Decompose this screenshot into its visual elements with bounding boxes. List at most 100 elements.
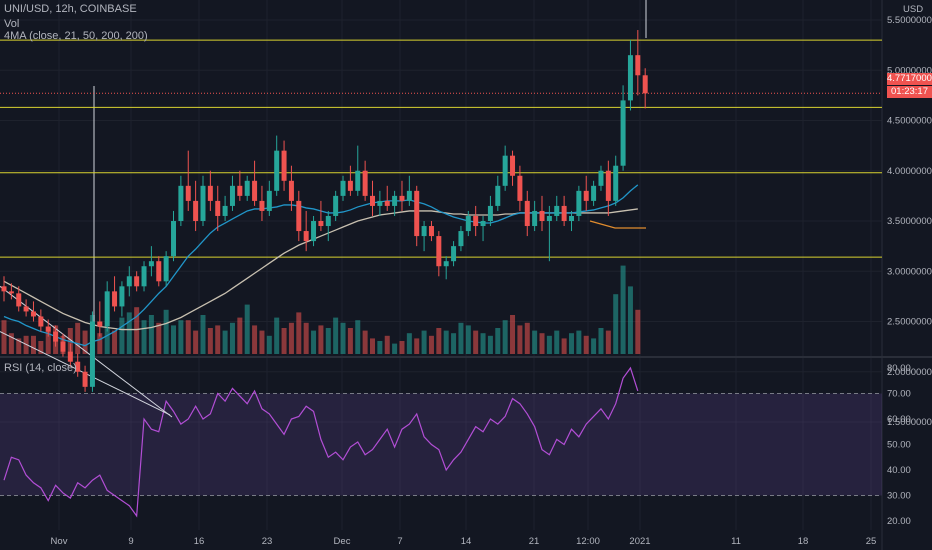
candle-body (576, 190, 582, 216)
ma-legend[interactable]: 4MA (close, 21, 50, 200, 200) (4, 30, 148, 42)
volume-bar (510, 315, 516, 354)
candle-body (333, 195, 339, 216)
volume-bar (112, 330, 118, 354)
volume-bar (362, 330, 368, 354)
volume-legend[interactable]: Vol (4, 18, 20, 30)
volume-bar (399, 341, 405, 354)
candle-body (347, 180, 353, 191)
volume-bar (428, 335, 434, 354)
volume-bar (8, 333, 14, 354)
volume-bar (635, 309, 641, 354)
candle-body (495, 185, 501, 206)
candle-body (119, 286, 125, 307)
time-tick-label: 16 (194, 536, 205, 547)
candle-body (89, 321, 95, 387)
volume-bar (229, 322, 235, 354)
rsi-tick-label: 40.00 (887, 465, 911, 476)
candle-body (97, 321, 103, 327)
symbol-legend[interactable]: UNI/USD, 12h, COINBASE (4, 3, 137, 15)
candle-body (126, 276, 132, 287)
volume-bar (377, 341, 383, 354)
candle-body (620, 100, 626, 166)
rsi-legend[interactable]: RSI (14, close) (4, 362, 77, 374)
volume-bar (458, 322, 464, 354)
volume-bar (561, 338, 567, 354)
candle-body (635, 55, 641, 76)
volume-bar (281, 328, 287, 354)
rsi-axis[interactable]: 80.00 70.00 60.00 50.00 40.00 30.00 20.00 (887, 363, 911, 527)
candle-body (311, 221, 317, 242)
candle-body (200, 185, 206, 221)
candle-body (207, 185, 213, 201)
volume-bar (340, 322, 346, 354)
volume-bar (517, 325, 523, 354)
candle-body (53, 331, 59, 342)
time-tick-label: 21 (529, 536, 540, 547)
volume-bar (473, 330, 479, 354)
volume-bar (568, 333, 574, 354)
volume-bar (554, 330, 560, 354)
candle-body (436, 236, 442, 267)
candle-body (193, 200, 199, 221)
time-tick-label: 12:00 (576, 536, 600, 547)
price-tick-label: 3.50000000 (887, 216, 932, 227)
candle-body (458, 231, 464, 247)
volume-bar (1, 320, 7, 354)
time-tick-label: 14 (461, 536, 472, 547)
volume-bar (274, 317, 280, 354)
time-tick-label: 2021 (629, 536, 650, 547)
candle-body (362, 170, 368, 196)
candle-body (568, 215, 574, 221)
volume-bar (502, 320, 508, 354)
rsi-band (0, 393, 882, 496)
currency-label: USD (903, 4, 924, 15)
candle-body (67, 351, 73, 362)
drawn-trendlines[interactable] (0, 0, 882, 418)
ma200-line (589, 220, 646, 229)
price-axis[interactable]: 5.50000000 5.00000000 4.50000000 4.00000000… (887, 15, 932, 428)
volume-bar (370, 338, 375, 354)
candle-body (517, 175, 523, 201)
volume-bar (613, 294, 619, 354)
volume-bar (244, 304, 250, 354)
time-tick-label: Dec (334, 536, 351, 547)
candle-body (8, 291, 14, 294)
candle-body (428, 226, 434, 237)
volume-bar (583, 335, 589, 354)
volume-bar (480, 333, 486, 354)
volume-bar (620, 265, 626, 354)
candle-body (237, 185, 243, 196)
volume-bar (465, 325, 471, 354)
candle-body (222, 205, 228, 216)
candle-body (45, 326, 51, 332)
volume-bar (16, 338, 22, 354)
volume-bar (207, 328, 213, 354)
volume-bar (104, 328, 110, 354)
volume-bar (30, 335, 36, 354)
candle-body (502, 155, 508, 186)
volume-bars (1, 265, 641, 354)
candle-body (465, 215, 471, 232)
candle-body (16, 293, 22, 307)
volume-bar (126, 312, 132, 354)
volume-bar (576, 330, 582, 354)
horizontal-levels[interactable] (0, 39, 882, 258)
candle-body (414, 190, 420, 237)
volume-bar (406, 333, 412, 354)
candle-body (266, 190, 272, 211)
time-tick-label: 18 (798, 536, 809, 547)
volume-bar (178, 320, 184, 354)
candle-body (642, 75, 648, 94)
candle-body (148, 261, 154, 267)
candle-body (288, 180, 294, 201)
volume-bar (539, 333, 545, 354)
price-tick-label: 5.50000000 (887, 15, 932, 26)
candle-body (384, 200, 390, 206)
price-tick-label: 4.00000000 (887, 166, 932, 177)
candle-body (598, 170, 604, 186)
time-axis[interactable]: Nov 9 16 23 Dec 7 14 21 12:00 2021 11 18 25 (51, 536, 877, 547)
volume-bar (392, 343, 398, 354)
volume-bar (436, 328, 442, 354)
time-tick-label: 9 (128, 536, 133, 547)
